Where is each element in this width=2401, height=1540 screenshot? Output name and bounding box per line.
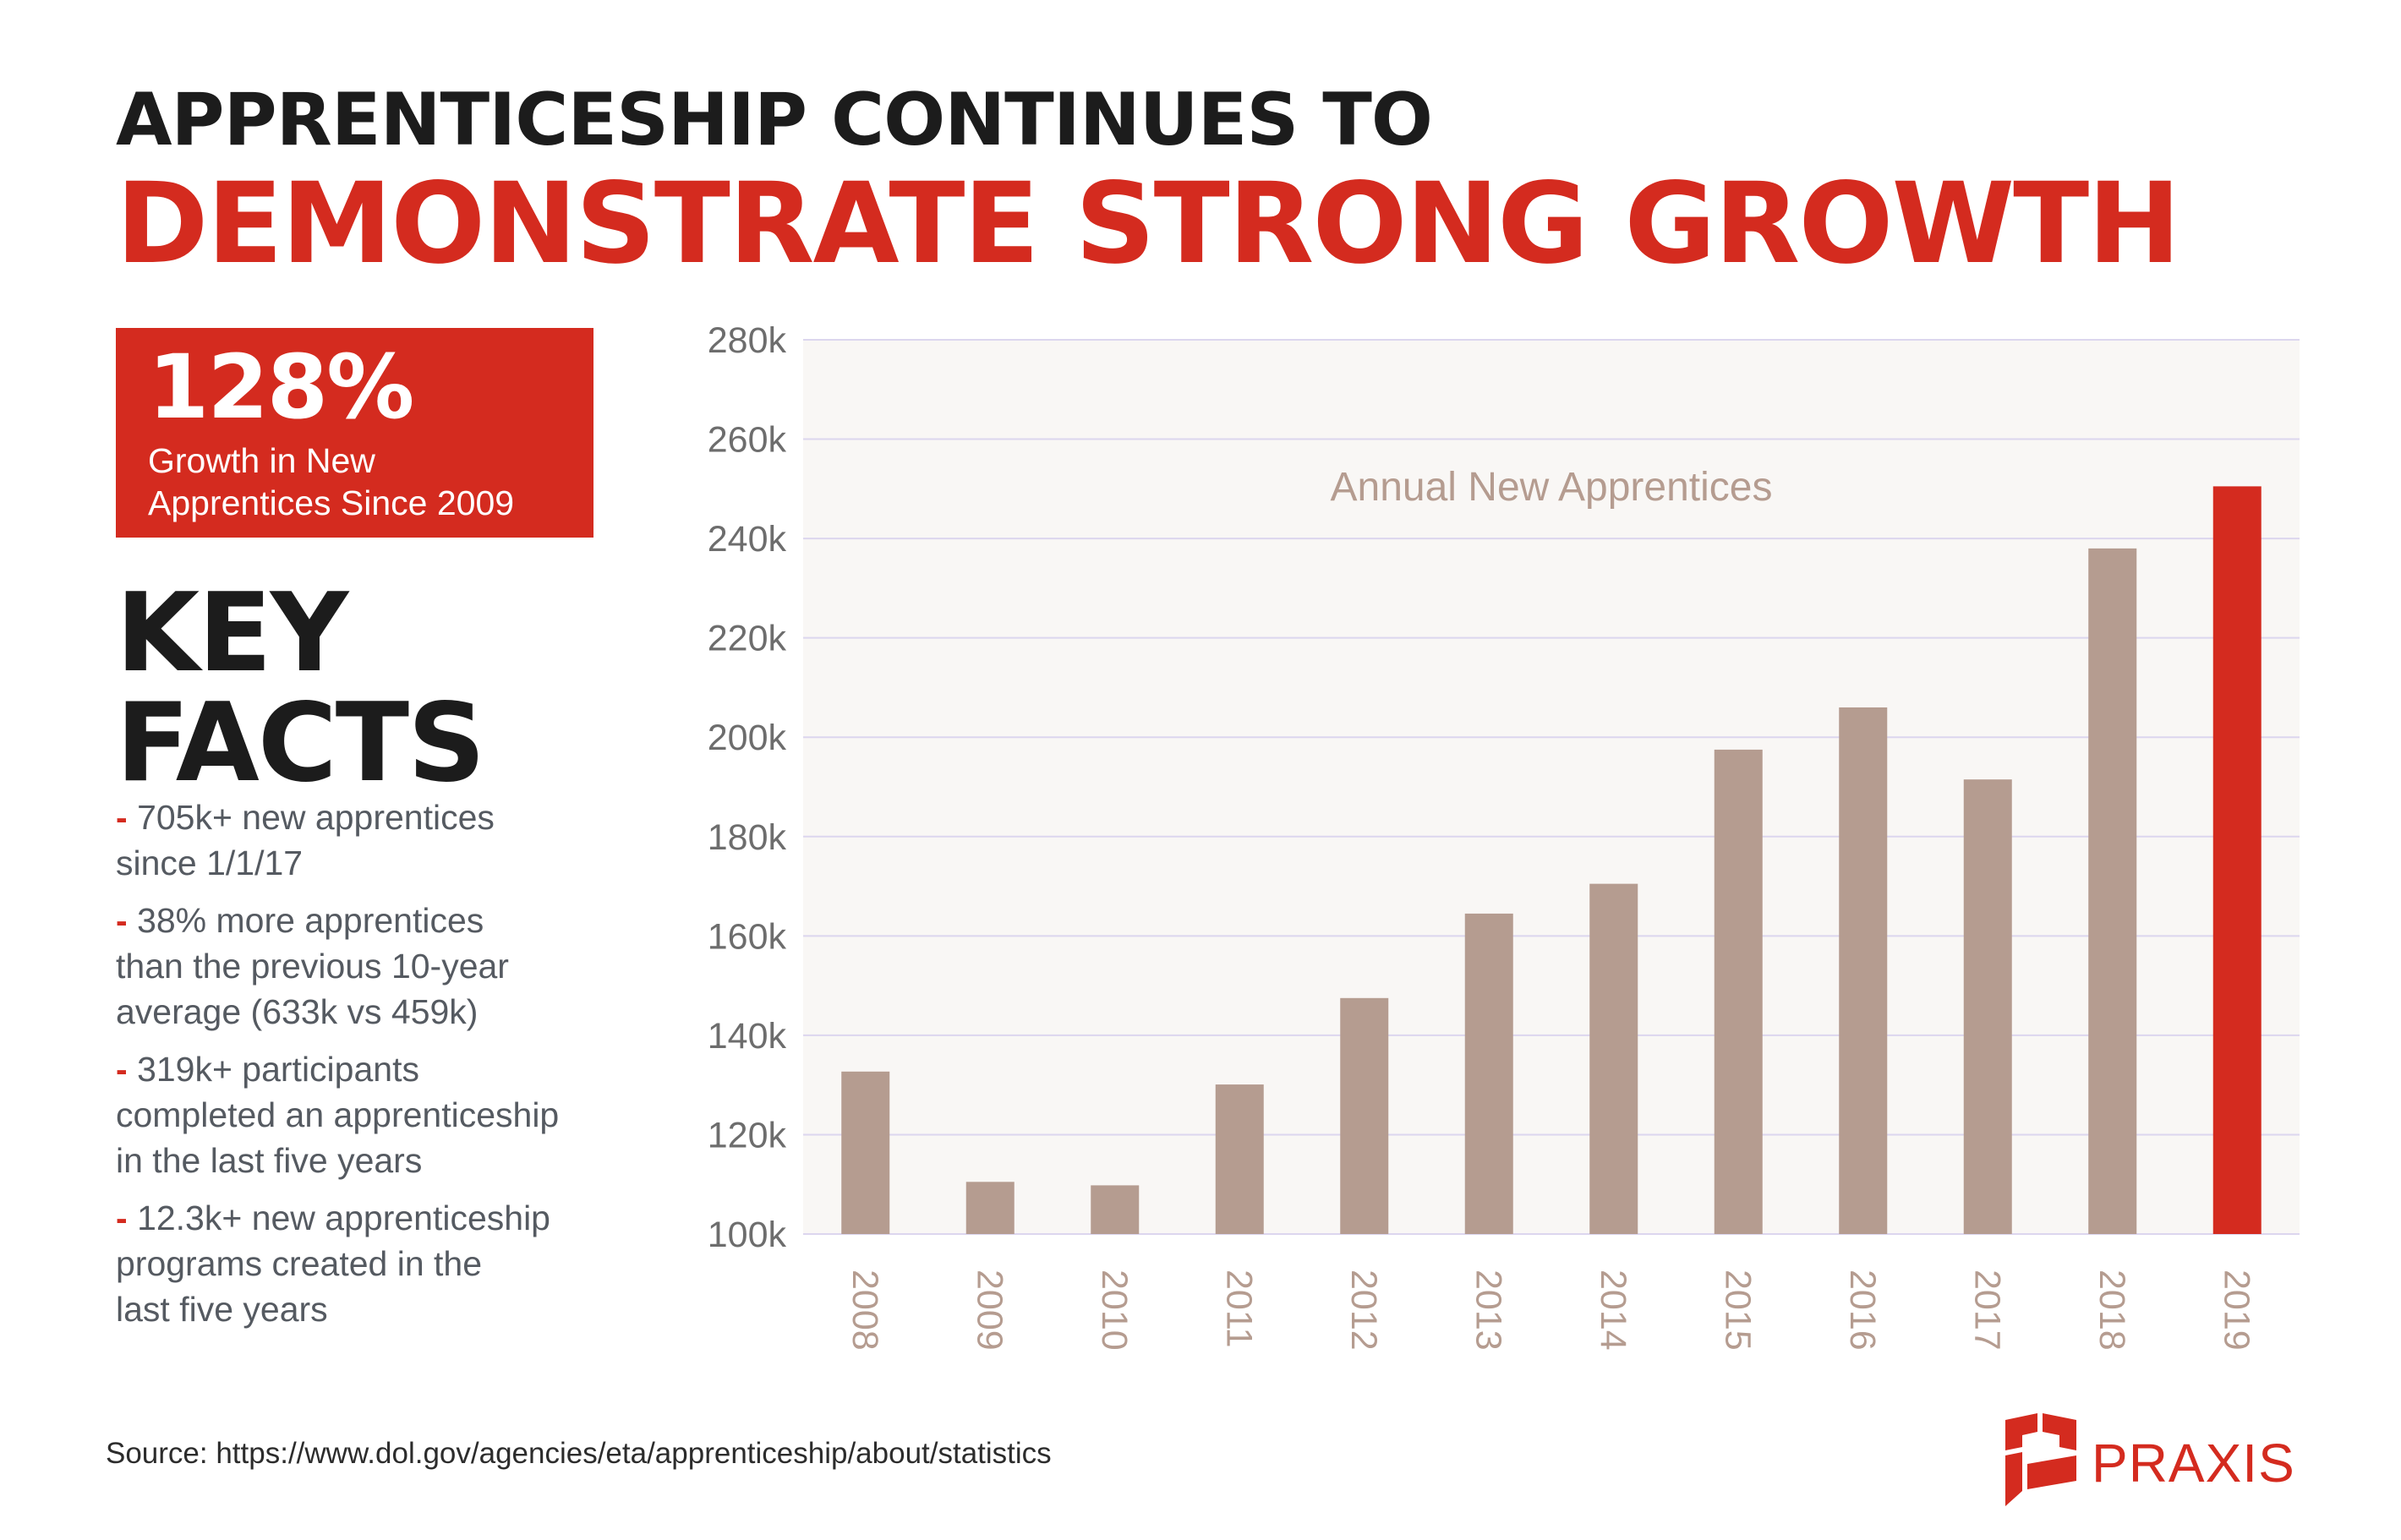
fact-line: since 1/1/17: [116, 844, 304, 882]
growth-description-line-1: Growth in New: [148, 441, 375, 480]
y-tick-label: 260k: [708, 420, 787, 461]
bar: [2088, 548, 2137, 1234]
y-tick-label: 180k: [708, 817, 787, 858]
praxis-logo-text: PRAXIS: [2092, 1433, 2295, 1494]
growth-percent: 128%: [148, 336, 414, 439]
y-tick-label: 140k: [708, 1016, 787, 1057]
plot-area: [803, 340, 2300, 1234]
growth-description-line-2: Apprentices Since 2009: [148, 483, 515, 522]
fact-line: than the previous 10-year: [116, 947, 509, 986]
fact-dash: -: [116, 1050, 128, 1089]
bar: [1839, 707, 1888, 1234]
bar: [2212, 486, 2262, 1234]
fact-line: last five years: [116, 1290, 328, 1329]
key-facts-heading-line-2: FACTS: [116, 680, 485, 806]
praxis-logo: PRAXIS: [1999, 1413, 2294, 1506]
fact-line: 38% more apprentices: [137, 901, 484, 940]
growth-stat-box: 128% Growth in New Apprentices Since 200…: [116, 328, 593, 538]
fact-line: average (633k vs 459k): [116, 992, 479, 1031]
bar: [1215, 1084, 1264, 1234]
fact-dash: -: [116, 901, 128, 940]
bar: [841, 1071, 890, 1234]
x-tick-label: 2019: [2216, 1270, 2256, 1351]
fact-line: completed an apprenticeship: [116, 1095, 560, 1134]
x-tick-label: 2012: [1343, 1270, 1384, 1351]
fact-item: - 705k+ new apprentices since 1/1/17: [116, 795, 623, 886]
chart-title: Annual New Apprentices: [1331, 465, 1773, 510]
x-tick-label: 2010: [1094, 1270, 1135, 1351]
fact-item: - 12.3k+ new apprenticeship programs cre…: [116, 1195, 623, 1332]
key-facts-heading: KEY FACTS: [116, 571, 485, 806]
fact-line: 705k+ new apprentices: [137, 798, 495, 837]
x-tick-label: 2016: [1842, 1270, 1883, 1351]
title-line-1: APPRENTICESHIP CONTINUES TO: [116, 78, 1433, 162]
fact-dash: -: [116, 798, 128, 837]
source-citation: Source: https://www.dol.gov/agencies/eta…: [106, 1437, 1052, 1470]
y-tick-label: 120k: [708, 1115, 787, 1155]
bar: [1464, 913, 1513, 1234]
x-tick-label: 2009: [969, 1270, 1009, 1351]
bar: [1091, 1185, 1140, 1234]
praxis-p-icon: [2005, 1413, 2076, 1506]
fact-item: - 319k+ participants completed an appren…: [116, 1046, 623, 1183]
x-tick-label: 2017: [1966, 1270, 2007, 1351]
y-tick-label: 220k: [708, 619, 787, 659]
y-tick-label: 160k: [708, 916, 787, 957]
bar: [965, 1182, 1015, 1234]
y-tick-label: 280k: [708, 320, 787, 361]
y-tick-label: 100k: [708, 1215, 787, 1255]
bar: [1340, 997, 1389, 1234]
fact-line: 12.3k+ new apprenticeship: [137, 1199, 550, 1237]
fact-line: in the last five years: [116, 1141, 423, 1180]
annual-apprentices-chart: 100k 120k 140k 160k 180k 200k 220k 240k 260k 280k…: [708, 320, 2300, 1351]
bar: [1589, 883, 1638, 1234]
key-facts-list: - 705k+ new apprentices since 1/1/17 - 3…: [116, 795, 623, 1344]
fact-item: - 38% more apprentices than the previous…: [116, 898, 623, 1035]
title-line-2: DEMONSTRATE STRONG GROWTH: [116, 159, 2181, 289]
x-tick-label: 2015: [1717, 1270, 1758, 1351]
x-tick-label: 2013: [1468, 1270, 1508, 1351]
fact-line: 319k+ participants: [137, 1050, 419, 1089]
x-tick-label: 2018: [2092, 1270, 2132, 1351]
fact-line: programs created in the: [116, 1244, 483, 1283]
y-tick-label: 240k: [708, 519, 787, 560]
x-tick-label: 2011: [1218, 1270, 1259, 1347]
key-facts-heading-line-1: KEY: [116, 571, 348, 696]
bar: [1714, 749, 1763, 1234]
y-tick-label: 200k: [708, 718, 787, 758]
x-tick-label: 2008: [845, 1270, 885, 1351]
fact-dash: -: [116, 1199, 128, 1237]
bar: [1963, 779, 2012, 1234]
growth-description: Growth in New Apprentices Since 2009: [148, 440, 593, 524]
x-tick-label: 2014: [1593, 1270, 1633, 1351]
